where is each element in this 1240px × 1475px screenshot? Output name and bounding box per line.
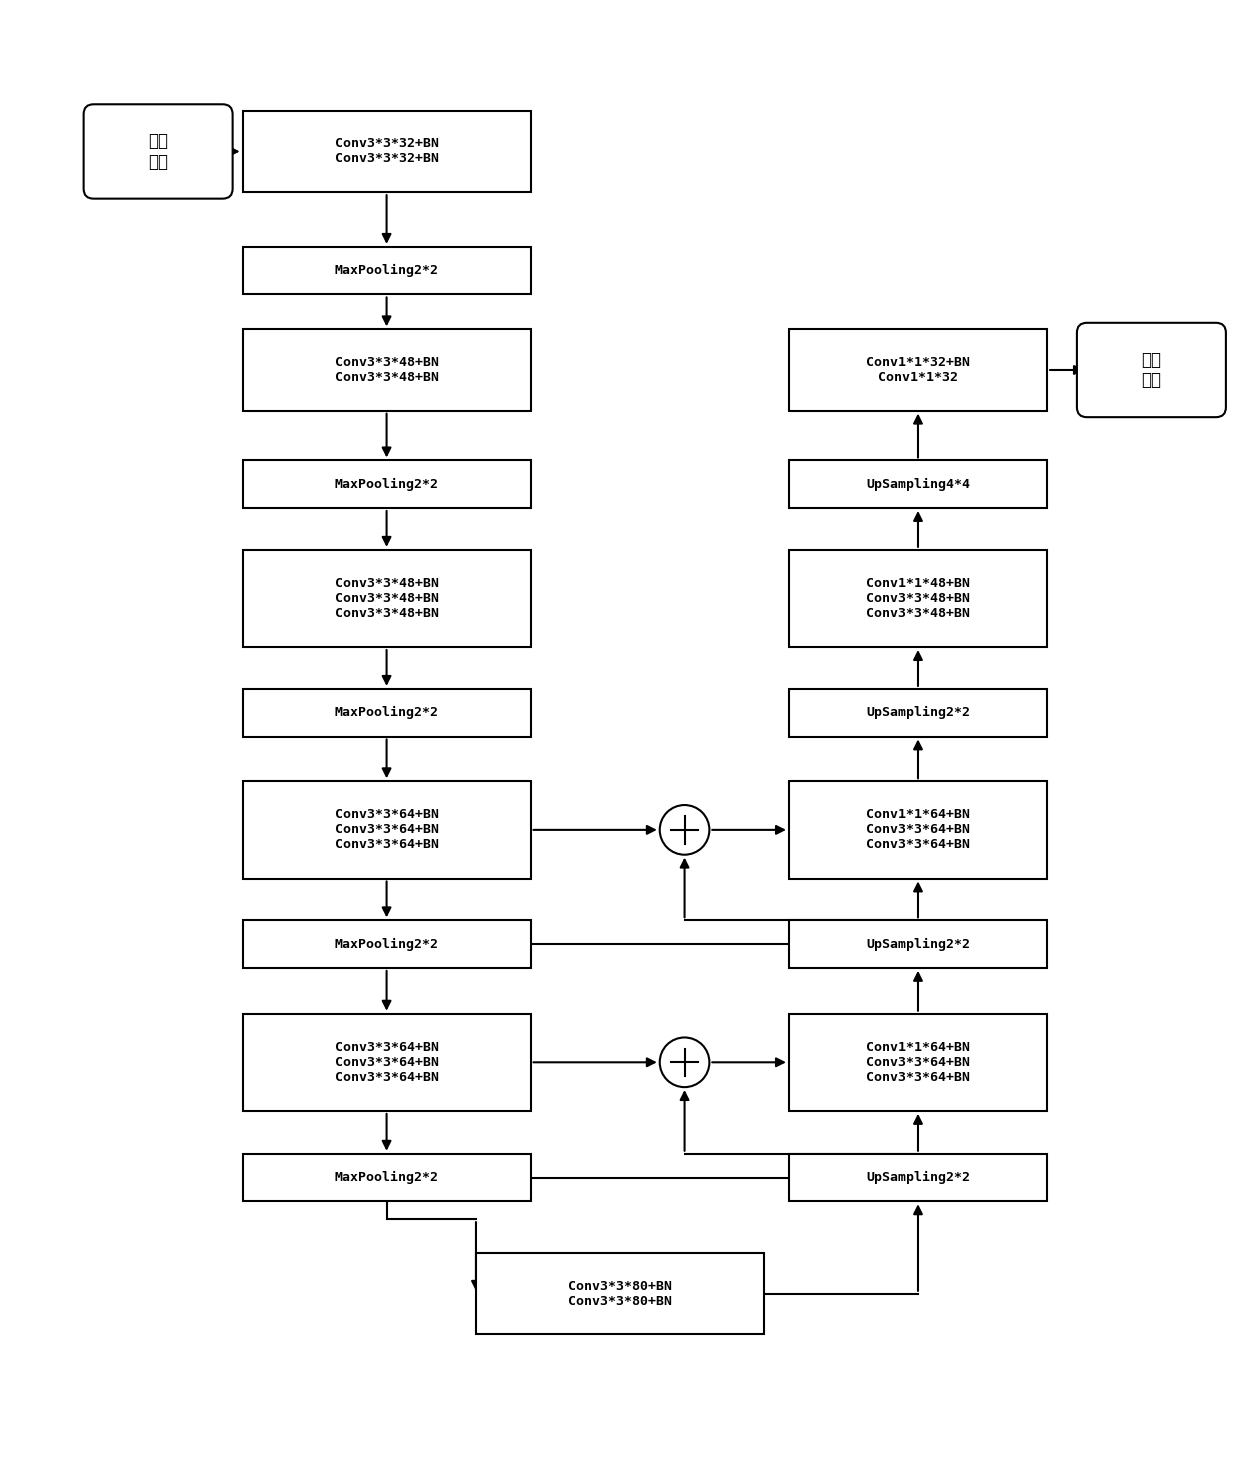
FancyBboxPatch shape	[243, 111, 531, 192]
Text: Conv1*1*32+BN
Conv1*1*32: Conv1*1*32+BN Conv1*1*32	[866, 355, 970, 384]
Text: Conv1*1*48+BN
Conv3*3*48+BN
Conv3*3*48+BN: Conv1*1*48+BN Conv3*3*48+BN Conv3*3*48+B…	[866, 577, 970, 620]
FancyBboxPatch shape	[789, 1013, 1047, 1111]
FancyBboxPatch shape	[789, 1153, 1047, 1201]
FancyBboxPatch shape	[789, 920, 1047, 968]
Text: Conv3*3*48+BN
Conv3*3*48+BN
Conv3*3*48+BN: Conv3*3*48+BN Conv3*3*48+BN Conv3*3*48+B…	[335, 577, 439, 620]
FancyBboxPatch shape	[243, 920, 531, 968]
Text: MaxPooling2*2: MaxPooling2*2	[335, 478, 439, 491]
Text: Conv3*3*64+BN
Conv3*3*64+BN
Conv3*3*64+BN: Conv3*3*64+BN Conv3*3*64+BN Conv3*3*64+B…	[335, 1041, 439, 1084]
Text: UpSampling2*2: UpSampling2*2	[866, 707, 970, 720]
FancyBboxPatch shape	[789, 329, 1047, 410]
FancyBboxPatch shape	[243, 460, 531, 507]
FancyBboxPatch shape	[243, 1013, 531, 1111]
Text: Conv3*3*32+BN
Conv3*3*32+BN: Conv3*3*32+BN Conv3*3*32+BN	[335, 137, 439, 165]
Text: Conv1*1*64+BN
Conv3*3*64+BN
Conv3*3*64+BN: Conv1*1*64+BN Conv3*3*64+BN Conv3*3*64+B…	[866, 808, 970, 851]
FancyBboxPatch shape	[243, 782, 531, 879]
Text: Conv3*3*80+BN
Conv3*3*80+BN: Conv3*3*80+BN Conv3*3*80+BN	[568, 1280, 672, 1308]
FancyBboxPatch shape	[243, 550, 531, 648]
Text: UpSampling2*2: UpSampling2*2	[866, 938, 970, 951]
FancyBboxPatch shape	[789, 782, 1047, 879]
Text: MaxPooling2*2: MaxPooling2*2	[335, 707, 439, 720]
Text: UpSampling2*2: UpSampling2*2	[866, 1171, 970, 1184]
FancyBboxPatch shape	[789, 460, 1047, 507]
Text: MaxPooling2*2: MaxPooling2*2	[335, 264, 439, 277]
Text: UpSampling4*4: UpSampling4*4	[866, 478, 970, 491]
FancyBboxPatch shape	[1076, 323, 1226, 417]
Text: Conv3*3*64+BN
Conv3*3*64+BN
Conv3*3*64+BN: Conv3*3*64+BN Conv3*3*64+BN Conv3*3*64+B…	[335, 808, 439, 851]
Text: Conv1*1*64+BN
Conv3*3*64+BN
Conv3*3*64+BN: Conv1*1*64+BN Conv3*3*64+BN Conv3*3*64+B…	[866, 1041, 970, 1084]
Text: MaxPooling2*2: MaxPooling2*2	[335, 938, 439, 951]
FancyBboxPatch shape	[789, 550, 1047, 648]
FancyBboxPatch shape	[243, 689, 531, 736]
Text: Conv3*3*48+BN
Conv3*3*48+BN: Conv3*3*48+BN Conv3*3*48+BN	[335, 355, 439, 384]
Text: 输出
图像: 输出 图像	[1141, 351, 1162, 389]
Text: MaxPooling2*2: MaxPooling2*2	[335, 1171, 439, 1184]
FancyBboxPatch shape	[83, 105, 233, 199]
FancyBboxPatch shape	[243, 329, 531, 410]
FancyBboxPatch shape	[243, 246, 531, 295]
FancyBboxPatch shape	[243, 1153, 531, 1201]
FancyBboxPatch shape	[789, 689, 1047, 736]
Text: 输入
图像: 输入 图像	[148, 133, 169, 171]
FancyBboxPatch shape	[476, 1252, 764, 1335]
